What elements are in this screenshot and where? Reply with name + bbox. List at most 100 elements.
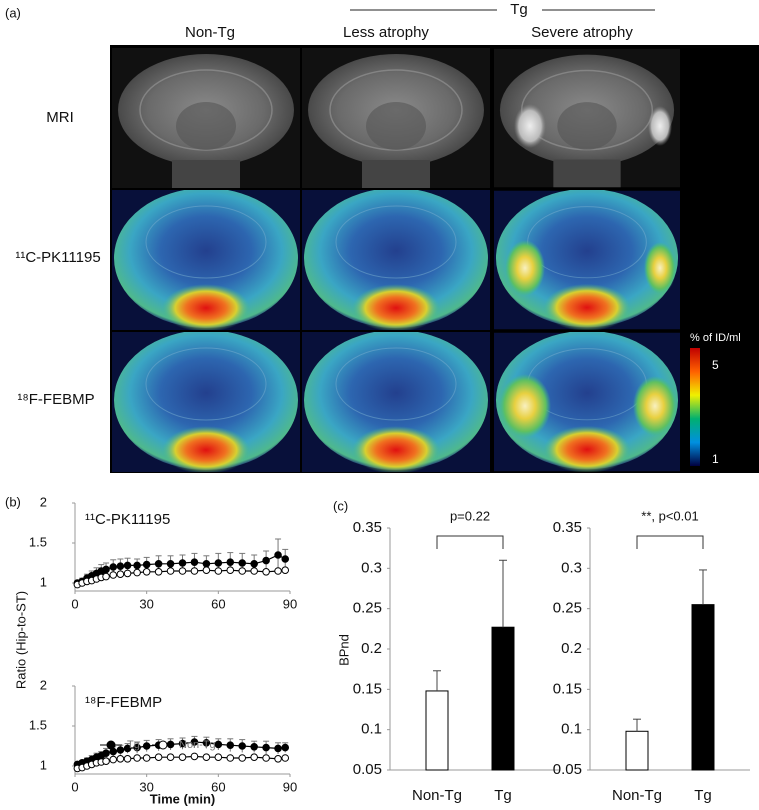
point <box>116 562 125 571</box>
point <box>109 563 118 571</box>
point <box>226 741 235 750</box>
point <box>116 746 125 754</box>
point <box>250 567 258 575</box>
point <box>226 754 235 762</box>
panel-label: (b) <box>5 494 21 509</box>
point <box>238 559 247 567</box>
point <box>262 754 270 762</box>
significance-bracket <box>636 535 704 549</box>
point <box>274 551 282 559</box>
chart-title: ¹⁸F-FEBMP <box>85 694 162 711</box>
point <box>250 743 258 751</box>
annotation: p=0.22 <box>450 508 490 523</box>
bar <box>691 604 715 771</box>
y-tick-label: 1 <box>40 757 47 772</box>
y-tick-label: 0.05 <box>553 761 582 778</box>
point <box>102 749 110 758</box>
y-tick-label: 0.1 <box>561 721 582 738</box>
point <box>133 754 141 762</box>
point <box>142 560 151 569</box>
point <box>274 567 282 575</box>
point <box>109 755 118 764</box>
pet-image <box>302 190 490 330</box>
y-tick-label: 0.05 <box>353 761 382 778</box>
row-label: MRI <box>46 109 74 126</box>
point <box>123 744 132 753</box>
point <box>133 561 141 570</box>
point <box>102 572 110 581</box>
colorbar-min: 1 <box>712 452 719 466</box>
point <box>142 754 151 762</box>
y-tick-label: 0.1 <box>361 721 382 738</box>
x-tick-label: 0 <box>71 779 78 794</box>
colorbar-title: % of ID/ml <box>690 332 741 344</box>
mri-image <box>112 48 300 188</box>
point <box>133 743 141 752</box>
point <box>262 568 270 576</box>
y-tick-label: 0.25 <box>553 600 582 617</box>
x-tick-label: Tg <box>694 787 712 804</box>
x-tick-label: Non-Tg <box>612 787 662 804</box>
uptake-spot <box>633 376 677 436</box>
y-tick-label: 1.5 <box>29 534 47 549</box>
point <box>123 755 132 763</box>
pet-image <box>302 332 490 472</box>
y-tick-label: 0.35 <box>353 519 382 536</box>
point <box>238 567 247 575</box>
point <box>178 753 187 762</box>
point <box>250 560 258 568</box>
uptake-spot <box>505 240 545 296</box>
y-tick-label: 1.5 <box>29 717 47 732</box>
row-label: ¹⁸F-FEBMP <box>17 391 94 408</box>
group-label: Tg <box>510 1 528 18</box>
y-tick-label: 0.2 <box>361 640 382 657</box>
significance-bracket <box>436 535 504 549</box>
point <box>109 571 118 579</box>
y-tick-label: 0.25 <box>353 600 382 617</box>
point <box>214 740 223 749</box>
y-axis-label: Ratio (Hip-to-ST) <box>13 591 28 689</box>
point <box>166 753 175 762</box>
y-tick-label: 2 <box>40 494 47 509</box>
y-axis-label: BPnd <box>336 634 351 666</box>
column-label: Severe atrophy <box>531 24 633 41</box>
x-axis-label: Time (min) <box>150 791 216 806</box>
uptake-spot <box>499 374 551 438</box>
point <box>214 567 223 575</box>
point <box>226 566 235 575</box>
y-tick-label: 0.15 <box>553 680 582 697</box>
point <box>154 560 163 568</box>
panel-label: (c) <box>333 498 348 513</box>
pet-image <box>112 190 300 330</box>
point <box>154 753 163 762</box>
y-tick-label: 0.35 <box>553 519 582 536</box>
point <box>281 555 290 563</box>
legend-label: Tg <box>127 739 140 751</box>
colorbar-max: 5 <box>712 358 719 372</box>
x-tick-label: 0 <box>71 596 78 611</box>
legend-marker <box>158 740 168 750</box>
point <box>190 752 199 761</box>
x-tick-label: 60 <box>211 779 225 794</box>
point <box>116 755 125 763</box>
point <box>202 566 211 575</box>
pet-image <box>112 332 300 472</box>
point <box>190 738 199 746</box>
point <box>123 569 132 578</box>
point <box>116 570 125 579</box>
panel-label: (a) <box>5 5 21 20</box>
point <box>281 754 290 762</box>
y-tick-label: 1 <box>40 574 47 589</box>
column-label: Less atrophy <box>343 24 429 41</box>
point <box>238 754 247 762</box>
x-tick-label: Tg <box>494 787 512 804</box>
x-tick-label: Non-Tg <box>412 787 462 804</box>
point <box>202 753 211 762</box>
x-tick-label: 30 <box>139 779 153 794</box>
x-tick-label: 60 <box>211 596 225 611</box>
point <box>178 739 187 748</box>
y-tick-label: 0.3 <box>561 559 582 576</box>
point <box>178 559 187 567</box>
